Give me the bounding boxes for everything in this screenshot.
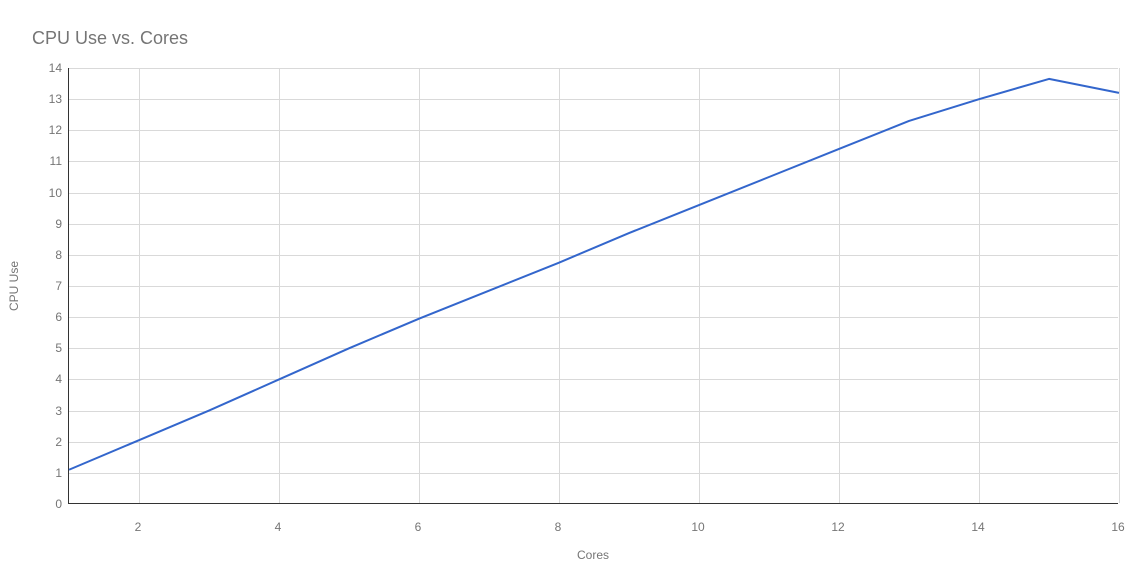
y-axis-label: CPU Use [7, 261, 21, 311]
x-tick-label: 6 [415, 520, 422, 534]
chart-title: CPU Use vs. Cores [32, 28, 188, 49]
y-tick-label: 1 [44, 466, 62, 480]
plot-area [68, 68, 1118, 504]
y-tick-label: 9 [44, 217, 62, 231]
x-axis-label: Cores [577, 548, 609, 562]
gridline-vertical [1119, 68, 1120, 503]
x-tick-label: 12 [831, 520, 844, 534]
x-tick-label: 4 [275, 520, 282, 534]
y-tick-label: 7 [44, 279, 62, 293]
y-tick-label: 0 [44, 497, 62, 511]
y-tick-label: 2 [44, 435, 62, 449]
chart-container: CPU Use vs. Cores CPU Use Cores 24681012… [0, 0, 1131, 580]
x-tick-label: 14 [971, 520, 984, 534]
y-tick-label: 6 [44, 310, 62, 324]
y-tick-label: 13 [44, 92, 62, 106]
data-line [69, 68, 1119, 504]
y-tick-label: 4 [44, 372, 62, 386]
x-tick-label: 8 [555, 520, 562, 534]
y-tick-label: 8 [44, 248, 62, 262]
series-line [69, 79, 1119, 470]
x-tick-label: 10 [691, 520, 704, 534]
y-tick-label: 10 [44, 186, 62, 200]
y-tick-label: 11 [44, 154, 62, 168]
y-tick-label: 14 [44, 61, 62, 75]
x-tick-label: 16 [1111, 520, 1124, 534]
y-tick-label: 3 [44, 404, 62, 418]
y-tick-label: 12 [44, 123, 62, 137]
x-tick-label: 2 [135, 520, 142, 534]
y-tick-label: 5 [44, 341, 62, 355]
